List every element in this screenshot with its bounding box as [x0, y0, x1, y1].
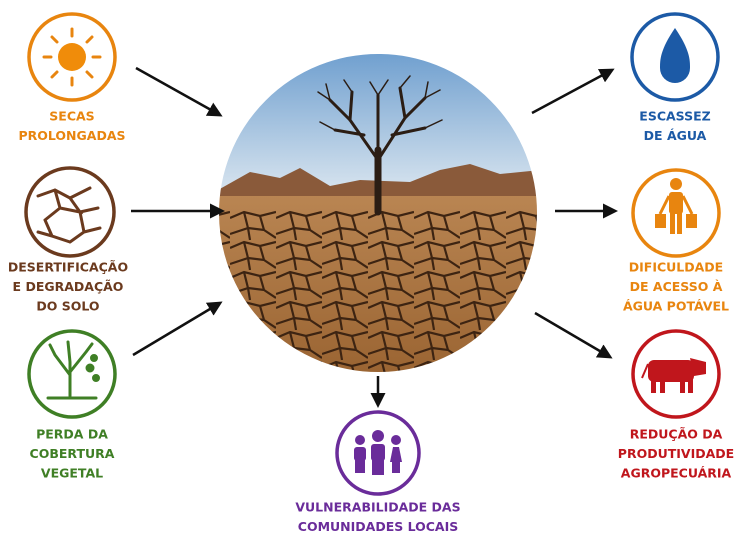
- node-label: DE ÁGUA: [644, 128, 707, 143]
- node-label: SECAS: [49, 109, 94, 124]
- node-label: COMUNIDADES LOCAIS: [298, 519, 458, 534]
- node-label: PERDA DA: [36, 427, 108, 442]
- node-label: E DEGRADAÇÃO: [13, 279, 124, 294]
- node-label: COBERTURA: [30, 446, 115, 461]
- node-label: PROLONGADAS: [18, 128, 125, 143]
- node-label: DE ACESSO À: [630, 279, 723, 294]
- node-label: VULNERABILIDADE DAS: [295, 500, 460, 515]
- node-label: ÁGUA POTÁVEL: [623, 299, 729, 314]
- node-label: DO SOLO: [36, 299, 99, 314]
- node-label: ESCASSEZ: [639, 109, 710, 124]
- node-label: DIFICULDADE: [629, 260, 723, 275]
- people-icon: [354, 430, 402, 475]
- node-label: AGROPECUÁRIA: [621, 466, 732, 481]
- node-label: REDUÇÃO DA: [630, 427, 723, 442]
- node-label: PRODUTIVIDADE: [618, 446, 734, 461]
- diagram: SECAS PROLONGADAS DESERTIFICAÇÃO E DEGRADAÇ…: [0, 0, 736, 539]
- node-label: VEGETAL: [41, 466, 103, 481]
- sun-icon: [44, 29, 100, 85]
- node-label: DESERTIFICAÇÃO: [8, 260, 128, 275]
